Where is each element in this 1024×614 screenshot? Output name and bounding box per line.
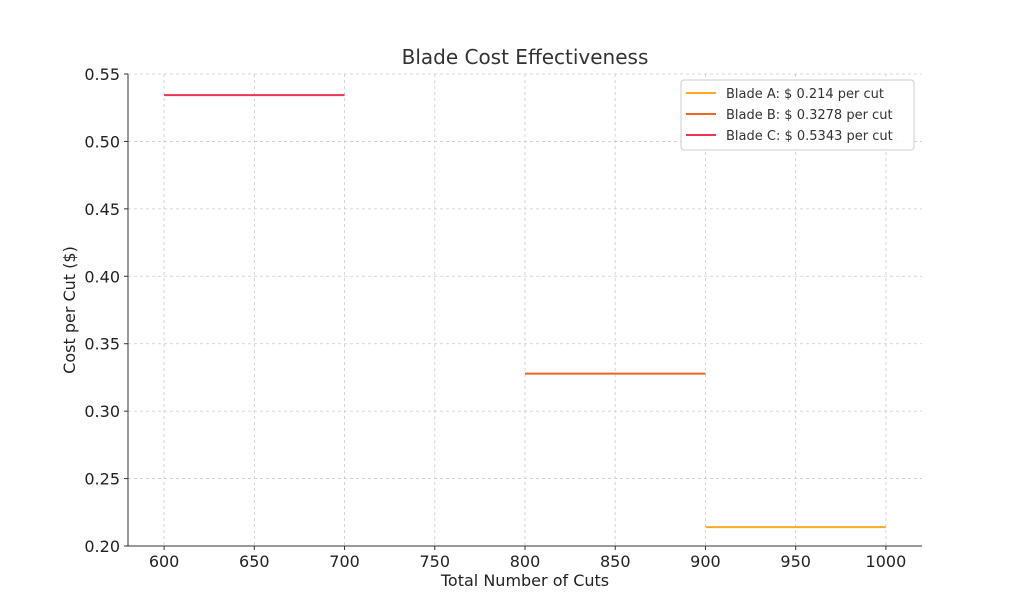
chart-title: Blade Cost Effectiveness — [402, 45, 649, 69]
y-ticks: 0.20 0.25 0.30 0.35 0.40 0.45 0.50 0.55 — [84, 65, 128, 556]
grid — [128, 73, 922, 547]
x-tick-label: 950 — [780, 552, 811, 571]
x-tick-label: 900 — [690, 552, 721, 571]
x-ticks: 600 650 700 750 800 850 900 950 1000 — [149, 546, 906, 571]
legend: Blade A: $ 0.214 per cut Blade B: $ 0.327… — [680, 79, 915, 151]
x-tick-label: 850 — [600, 552, 631, 571]
y-tick-label: 0.35 — [84, 335, 120, 354]
y-tick-label: 0.55 — [84, 65, 120, 84]
x-tick-label: 700 — [329, 552, 360, 571]
legend-box — [680, 79, 915, 151]
y-axis-label: Cost per Cut ($) — [60, 246, 79, 374]
x-tick-label: 750 — [419, 552, 450, 571]
x-tick-label: 800 — [510, 552, 541, 571]
y-tick-label: 0.45 — [84, 200, 120, 219]
y-tick-label: 0.50 — [84, 132, 120, 151]
y-tick-label: 0.20 — [84, 537, 120, 556]
y-tick-label: 0.40 — [84, 267, 120, 286]
legend-label-0: Blade A: $ 0.214 per cut — [726, 87, 884, 102]
legend-label-1: Blade B: $ 0.3278 per cut — [726, 108, 893, 123]
x-tick-label: 600 — [149, 552, 180, 571]
x-tick-label: 1000 — [866, 552, 907, 571]
x-tick-label: 650 — [239, 552, 270, 571]
y-tick-label: 0.25 — [84, 470, 120, 489]
series-lines — [164, 94, 886, 529]
x-axis-label: Total Number of Cuts — [440, 571, 609, 590]
y-tick-label: 0.30 — [84, 402, 120, 421]
legend-label-2: Blade C: $ 0.5343 per cut — [726, 129, 893, 144]
